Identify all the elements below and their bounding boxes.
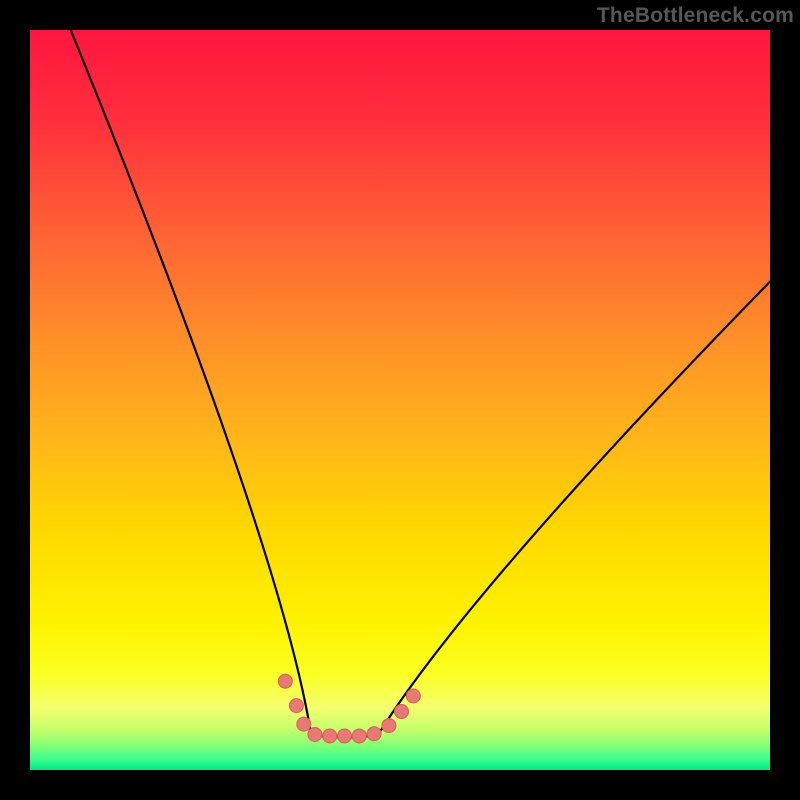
marker-point [323, 729, 337, 743]
marker-point [297, 717, 311, 731]
marker-point [278, 674, 292, 688]
marker-point [289, 699, 303, 713]
marker-point [394, 705, 408, 719]
marker-point [338, 729, 352, 743]
marker-point [308, 727, 322, 741]
chart-svg [0, 0, 800, 800]
marker-point [406, 689, 420, 703]
chart-stage: TheBottleneck.com [0, 0, 800, 800]
plot-background [30, 30, 770, 770]
marker-point [367, 727, 381, 741]
marker-point [352, 729, 366, 743]
marker-point [382, 719, 396, 733]
